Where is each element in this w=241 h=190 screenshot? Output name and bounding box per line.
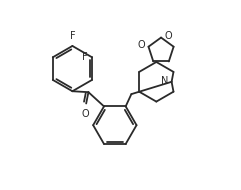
Text: N: N <box>161 76 168 86</box>
Text: O: O <box>164 31 172 41</box>
Text: F: F <box>82 52 87 62</box>
Text: O: O <box>137 40 145 50</box>
Text: O: O <box>82 109 90 119</box>
Text: F: F <box>70 31 75 41</box>
